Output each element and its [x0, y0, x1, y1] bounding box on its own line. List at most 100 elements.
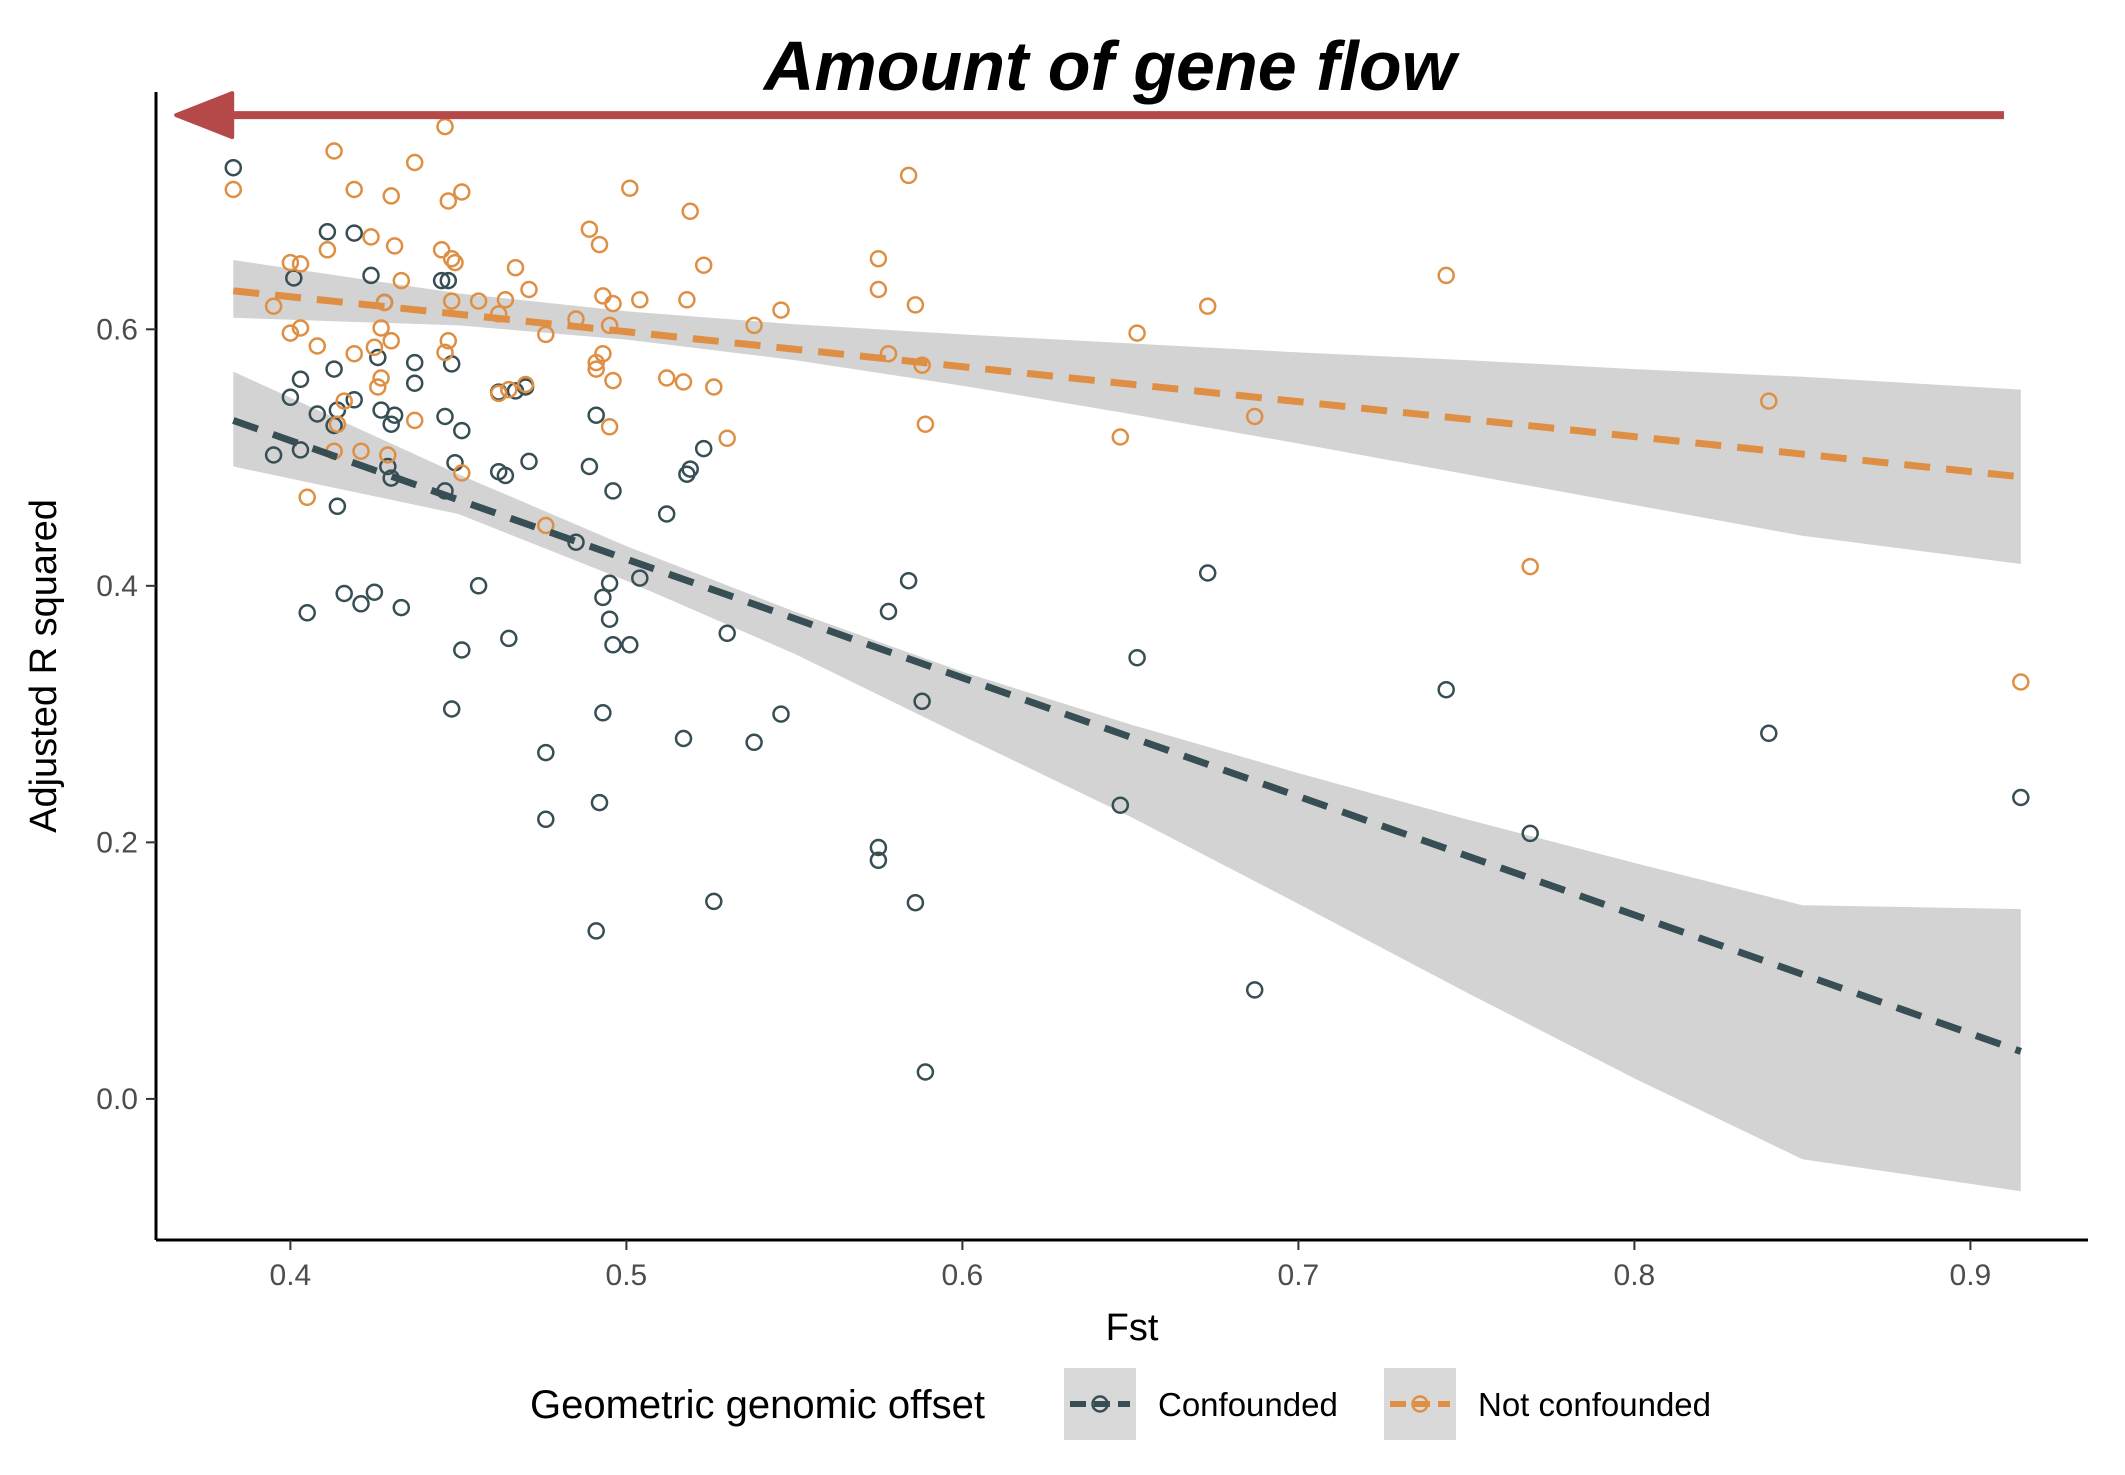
- data-point-not-confounded: [899, 166, 918, 185]
- data-point-confounded: [537, 743, 555, 762]
- data-point-not-confounded: [442, 249, 461, 268]
- data-point-not-confounded: [281, 324, 300, 342]
- data-point-confounded: [657, 505, 676, 523]
- data-point-confounded: [1198, 564, 1217, 582]
- data-point-not-confounded: [600, 418, 619, 436]
- data-point-confounded: [772, 705, 790, 723]
- data-point-not-confounded: [372, 319, 390, 337]
- data-point-not-confounded: [681, 202, 699, 221]
- data-point-not-confounded: [657, 369, 676, 387]
- data-point-confounded: [745, 733, 763, 752]
- data-point-not-confounded: [281, 253, 300, 272]
- data-point-confounded: [869, 838, 888, 857]
- data-point-not-confounded: [291, 255, 310, 273]
- data-point-not-confounded: [718, 429, 736, 448]
- data-point-not-confounded: [439, 192, 458, 210]
- data-point-not-confounded: [405, 153, 424, 172]
- data-point-confounded: [385, 406, 404, 424]
- data-point-not-confounded: [916, 415, 935, 433]
- data-point-confounded: [681, 460, 699, 478]
- data-point-not-confounded: [705, 378, 723, 396]
- data-point-confounded: [694, 439, 713, 458]
- data-point-confounded: [869, 851, 888, 870]
- data-point-confounded: [453, 421, 471, 440]
- data-point-confounded: [432, 271, 451, 290]
- data-point-confounded: [335, 584, 353, 603]
- data-point-confounded: [1128, 648, 1146, 667]
- data-point-confounded: [580, 457, 599, 476]
- data-point-not-confounded: [362, 228, 380, 246]
- trend-line-not-confounded: [232, 287, 2022, 481]
- data-point-confounded: [281, 388, 300, 407]
- data-point-confounded: [405, 374, 424, 392]
- data-point-not-confounded: [436, 343, 454, 362]
- data-point-not-confounded: [453, 183, 471, 201]
- data-point-not-confounded: [345, 180, 363, 199]
- data-point-confounded: [224, 158, 243, 177]
- y-tick-label: 0.2: [96, 826, 138, 859]
- data-point-not-confounded: [345, 344, 363, 363]
- data-point-not-confounded: [537, 325, 555, 344]
- y-tick-label: 0.0: [96, 1083, 138, 1116]
- data-point-not-confounded: [392, 271, 411, 290]
- data-point-confounded: [674, 729, 693, 748]
- legend-label-confounded: Confounded: [1158, 1386, 1338, 1423]
- legend-marker-confounded: [1091, 1395, 1109, 1413]
- gene-flow-arrow: [174, 91, 2004, 140]
- data-point-confounded: [318, 223, 337, 241]
- data-points: [224, 117, 2030, 1081]
- data-point-confounded: [879, 602, 898, 621]
- data-point-confounded: [718, 624, 736, 643]
- data-point-confounded: [298, 604, 316, 622]
- data-point-not-confounded: [1198, 297, 1217, 315]
- legend-label-not-confounded: Not confounded: [1478, 1386, 1711, 1423]
- legend-item-confounded: Confounded: [1064, 1368, 1338, 1440]
- data-point-not-confounded: [772, 301, 790, 319]
- y-axis-ticks: 0.0 0.2 0.4 0.6: [96, 313, 156, 1116]
- data-point-not-confounded: [906, 296, 925, 314]
- data-point-confounded: [436, 407, 454, 426]
- data-point-confounded: [325, 360, 343, 378]
- x-tick-label: 0.7: [1278, 1259, 1320, 1292]
- x-tick-label: 0.5: [606, 1259, 648, 1292]
- data-point-confounded: [442, 700, 461, 718]
- legend-item-not-confounded: Not confounded: [1384, 1368, 1711, 1440]
- data-point-not-confounded: [694, 256, 713, 274]
- y-axis-title: Adjusted R squared: [23, 499, 65, 833]
- data-point-not-confounded: [1437, 266, 1455, 285]
- data-point-confounded: [369, 348, 387, 367]
- data-point-not-confounded: [436, 117, 454, 136]
- legend-title: Geometric genomic offset: [530, 1383, 985, 1427]
- data-point-not-confounded: [1245, 407, 1264, 426]
- data-point-confounded: [587, 922, 605, 940]
- legend: Geometric genomic offset Confounded Not …: [530, 1368, 1711, 1440]
- data-point-not-confounded: [516, 375, 535, 394]
- data-point-confounded: [345, 224, 363, 242]
- data-point-not-confounded: [405, 411, 424, 430]
- data-point-not-confounded: [621, 179, 639, 197]
- x-tick-label: 0.6: [942, 1259, 984, 1292]
- data-point-confounded: [291, 370, 310, 389]
- x-tick-label: 0.9: [1950, 1259, 1992, 1292]
- data-point-confounded: [379, 457, 397, 476]
- data-point-not-confounded: [1111, 428, 1130, 446]
- x-tick-label: 0.8: [1614, 1259, 1656, 1292]
- data-point-confounded: [308, 405, 327, 423]
- data-point-not-confounded: [432, 241, 451, 259]
- data-point-not-confounded: [442, 292, 461, 310]
- data-point-confounded: [600, 574, 619, 593]
- data-point-not-confounded: [308, 337, 327, 355]
- data-point-not-confounded: [264, 297, 283, 315]
- data-point-not-confounded: [298, 488, 316, 507]
- data-point-not-confounded: [1128, 324, 1146, 342]
- data-point-confounded: [453, 641, 471, 659]
- data-point-not-confounded: [580, 220, 599, 238]
- x-tick-label: 0.4: [270, 1259, 312, 1292]
- data-point-confounded: [594, 588, 612, 607]
- data-point-confounded: [1437, 680, 1455, 699]
- data-point-not-confounded: [328, 415, 347, 433]
- data-point-not-confounded: [594, 287, 612, 305]
- data-point-confounded: [587, 406, 605, 424]
- data-point-not-confounded: [1521, 557, 1539, 576]
